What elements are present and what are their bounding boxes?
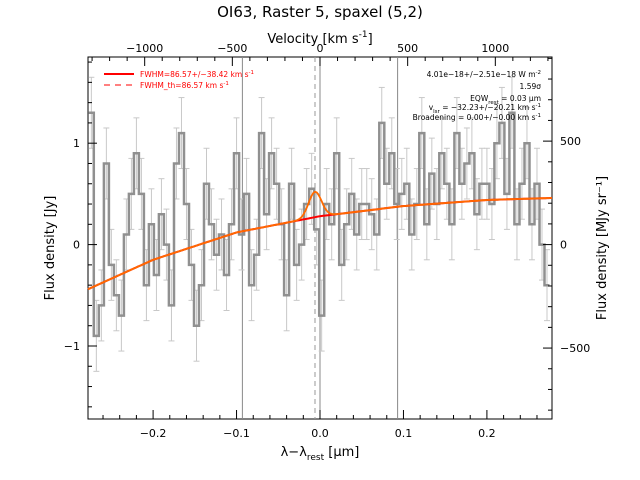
annotation-line-flux: 4.01e−18+/−2.51e−18 W m-2 [427,70,541,79]
right-tick-label: 0 [560,239,567,252]
right-tick-label: −500 [560,342,590,355]
annotation-broadening: Broadening = 0.00+/−0.00 km s-1 [413,113,541,122]
top-tick-label: 500 [397,42,418,55]
bottom-tick-label: −0.2 [140,427,167,440]
left-tick-label: 0 [73,239,80,252]
bottom-tick-label: 0.2 [478,427,496,440]
right-tick-label: 500 [560,135,581,148]
gaussian-fit-line [87,190,553,291]
spectrum-step-line [88,111,550,338]
legend-label-fwhm-th: FWHM_th=86.57 km s-1 [140,81,229,90]
chart-title: OI63, Raster 5, spaxel (5,2) [217,3,423,21]
left-tick-label: 1 [73,137,80,150]
annotation-significance: 1.59σ [520,82,542,91]
top-tick-label: 1000 [481,42,509,55]
bottom-axis-label: λ−λrest [μm] [281,445,360,463]
bottom-tick-label: −0.1 [223,427,250,440]
annotation-velocity: vlsr = −32.23+/−20.21 km s-1 [429,103,541,115]
annotation-eqw: EQWrest = 0.03 μm [470,94,541,106]
fit-series [87,190,553,291]
top-tick-label: 0 [317,42,324,55]
bottom-tick-label: 0.1 [395,427,413,440]
right-axis-label: Flux density [MJy sr⁻¹] [595,176,610,320]
top-tick-label: −1000 [126,42,163,55]
left-tick-label: −1 [64,340,80,353]
left-axis-label: Flux density [Jy] [43,196,58,301]
data-series [88,111,550,338]
bottom-tick-label: 0.0 [311,427,329,440]
axis-ticks: −0.2 −0.1 0.0 0.1 0.2 −1000 −500 0 500 1000 −1 0 1 −5… [64,42,590,440]
legend-label-fwhm: FWHM=86.57+/−38.42 km s-1 [140,70,254,79]
top-tick-label: −500 [217,42,247,55]
legend: FWHM=86.57+/−38.42 km s-1 FWHM_th=86.57 … [104,70,254,90]
fit-annotations: 4.01e−18+/−2.51e−18 W m-2 1.59σ EQWrest … [413,70,542,122]
top-axis-label: Velocity [km s-1] [267,30,372,47]
reference-lines [241,57,399,419]
